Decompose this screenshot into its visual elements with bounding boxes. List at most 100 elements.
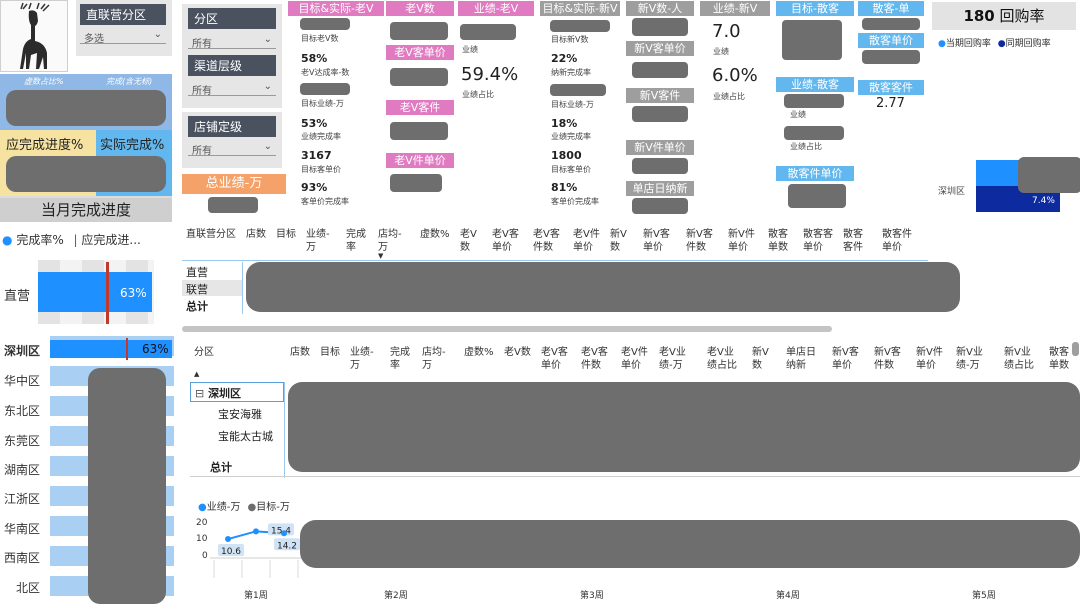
table1-header-cell[interactable]: 新V客 件数 <box>686 229 713 253</box>
table2-header-cell[interactable]: 老V数 <box>504 347 531 358</box>
walkin-unit-price-value <box>862 50 920 64</box>
table1-scrollbar[interactable] <box>182 326 832 332</box>
table1-header-cell[interactable]: 完成 率 <box>346 229 366 253</box>
region-item[interactable]: 华中区 <box>4 374 41 388</box>
table2-header-cell[interactable]: 店数 <box>290 347 310 358</box>
old-v-perf-share-label: 业绩占比 <box>462 90 494 99</box>
table1-header-cell[interactable]: 老V 数 <box>460 229 477 253</box>
table2-header-cell[interactable]: 老V客 件数 <box>581 347 608 371</box>
table1-header-cell[interactable]: 散客 客件 <box>843 229 863 253</box>
table2-header-cell[interactable]: 虚数% <box>464 347 494 358</box>
table1-header-cell[interactable]: 目标 <box>276 229 296 240</box>
table1-header-cell[interactable]: 新V客 单价 <box>643 229 670 253</box>
new-v-target-unit-price: 1800 <box>551 149 582 162</box>
walkin-perf-header: 业绩-散客 <box>776 77 854 92</box>
channel-dropdown[interactable]: 所有 ⌄ <box>188 80 276 97</box>
table1-header-cell[interactable]: 散客客 单价 <box>803 229 833 253</box>
perf-point[interactable] <box>253 528 259 535</box>
table1-sort-icon[interactable]: ▼ <box>378 252 384 260</box>
table2-row[interactable]: 宝能太古城 <box>218 430 273 443</box>
region-slicer-title: 直联营分区 <box>80 4 166 25</box>
table1-header-cell[interactable]: 散客 单数 <box>768 229 788 253</box>
region-item[interactable]: 华南区 <box>4 522 41 536</box>
table2-header-cell[interactable]: 老V件 单价 <box>621 347 648 371</box>
data-label: 14.2 <box>277 541 297 551</box>
table2-header-cell[interactable]: 店均- 万 <box>422 347 446 371</box>
table2-header-cell[interactable]: 新V客 单价 <box>832 347 859 371</box>
progress-marker <box>106 262 109 324</box>
legend-perf-label: 业绩-万 <box>206 502 241 513</box>
new-v-item <box>632 106 688 122</box>
table1-header-cell[interactable]: 业绩- 万 <box>306 229 330 253</box>
total-perf-value <box>208 197 258 213</box>
table1-header-cell[interactable]: 老V客 件数 <box>533 229 560 253</box>
chevron-down-icon: ⌄ <box>263 34 272 45</box>
table2-row[interactable]: 宝安海雅 <box>218 408 262 421</box>
table1-row[interactable]: 直营 <box>186 266 208 279</box>
new-v-target-unit-price-label: 目标客单价 <box>551 165 591 174</box>
table1-header-cell[interactable]: 直联营分区 <box>186 229 236 240</box>
old-v-perf-rate-label: 业绩完成率 <box>301 132 341 141</box>
region-dropdown[interactable]: 多选 ⌄ <box>80 28 166 45</box>
table2-header-cell[interactable]: 新V业 绩-万 <box>956 347 983 371</box>
walkin-perf-share-value <box>784 126 844 140</box>
new-v-target-perf-label: 目标业绩-万 <box>551 100 594 109</box>
table2-row-divider <box>284 382 285 478</box>
table1-header-cell[interactable]: 店均- 万 <box>378 229 402 253</box>
table1-header-cell[interactable]: 新V件 单价 <box>728 229 755 253</box>
perf-point[interactable] <box>225 536 231 543</box>
repurchase-title-bar: 180 回购率 <box>932 2 1076 30</box>
table2-header-cell[interactable]: 分区 <box>194 347 214 358</box>
table2-scroll-thumb[interactable] <box>1072 342 1079 356</box>
perf-point[interactable] <box>281 530 287 537</box>
region-item[interactable]: 江浙区 <box>4 492 41 506</box>
table2-header-cell[interactable]: 单店日 纳新 <box>786 347 816 371</box>
table2-header-cell[interactable]: 新V客 件数 <box>874 347 901 371</box>
table2-header-cell[interactable]: 业绩- 万 <box>350 347 374 371</box>
walkin-perf-value <box>784 94 844 108</box>
group-collapse-icon[interactable]: ⊟ <box>195 387 205 400</box>
repurchase-count: 180 <box>963 7 995 25</box>
table1-row-divider <box>242 262 243 314</box>
table2-total: 总计 <box>210 461 232 474</box>
table2-header-cell[interactable]: 老V客 单价 <box>541 347 568 371</box>
table2-group-row[interactable]: ⊟ 深圳区 <box>190 382 284 402</box>
repurchase-current-value <box>1018 157 1080 193</box>
zone-dropdown[interactable]: 所有 ⌄ <box>188 33 276 50</box>
table2-header-cell[interactable]: 老V业 绩-万 <box>659 347 686 371</box>
table2-header-cell[interactable]: 新V 数 <box>752 347 769 371</box>
region-item[interactable]: 深圳区 <box>4 344 41 358</box>
table1-header-cell[interactable]: 虚数% <box>420 229 450 240</box>
new-v-rate: 22% <box>551 52 578 65</box>
region-item[interactable]: 西南区 <box>4 551 41 565</box>
new-v-perf-share: 6.0% <box>712 65 758 86</box>
table2-header-cell[interactable]: 新V业 绩占比 <box>1004 347 1034 371</box>
new-v-perf-rate-label: 业绩完成率 <box>551 132 591 141</box>
new-v-item-unit-header: 新V件单价 <box>626 140 694 155</box>
region-item[interactable]: 东北区 <box>4 404 41 418</box>
table2-header-cell[interactable]: 散客 单数 <box>1049 347 1069 371</box>
repurchase-title: 回购率 <box>999 7 1045 25</box>
week-label: 第5周 <box>972 591 996 601</box>
table2-header-cell[interactable]: 新V件 单价 <box>916 347 943 371</box>
table2-header-cell[interactable]: 完成 率 <box>390 347 410 371</box>
table1-header-cell[interactable]: 老V客 单价 <box>492 229 519 253</box>
table1-header-cell[interactable]: 老V件 单价 <box>573 229 600 253</box>
region-item[interactable]: 湖南区 <box>4 463 41 477</box>
week-label: 第3周 <box>580 591 604 601</box>
store-level-dropdown[interactable]: 所有 ⌄ <box>188 140 276 157</box>
table1-header-cell[interactable]: 散客件 单价 <box>882 229 912 253</box>
walkin-perf-label: 业绩 <box>790 110 806 119</box>
zone-dropdown-value: 所有 <box>192 39 212 50</box>
region-item[interactable]: 东莞区 <box>4 434 41 448</box>
region-item[interactable]: 北区 <box>16 581 41 595</box>
table2-header-cell[interactable]: 老V业 绩占比 <box>707 347 737 371</box>
table1-header-cell[interactable]: 店数 <box>246 229 266 240</box>
walkin-target-value <box>782 20 842 60</box>
chevron-down-icon: ⌄ <box>153 29 162 40</box>
table1-header-cell[interactable]: 新V 数 <box>610 229 627 253</box>
table2-sort-icon[interactable]: ▲ <box>194 370 200 378</box>
walkin-item-unit-header: 散客件单价 <box>776 166 854 181</box>
table1-row[interactable]: 联营 <box>186 283 208 296</box>
table2-header-cell[interactable]: 目标 <box>320 347 340 358</box>
